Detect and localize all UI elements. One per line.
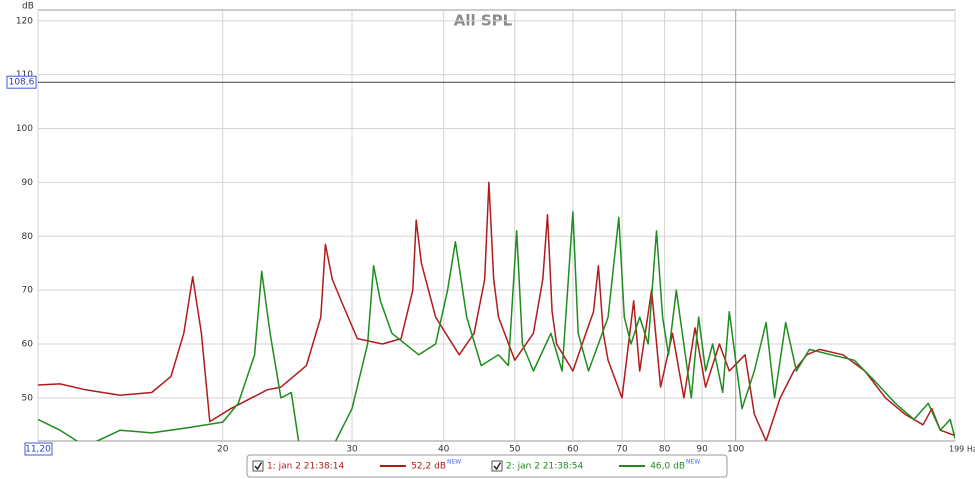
cursor-label: 108,6 [9, 78, 35, 88]
series-line [38, 211, 955, 441]
y-tick-label: 120 [16, 16, 33, 26]
plot-lines [38, 181, 955, 441]
y-axis-label: dB [22, 2, 34, 12]
x-tick-label: 11,20 [25, 445, 51, 455]
x-tick-label: 199 Hz [949, 445, 975, 454]
y-tick-label: 100 [16, 124, 33, 134]
legend-badge: NEW [686, 459, 700, 466]
x-start-box [24, 442, 53, 456]
legend [246, 454, 728, 478]
legend-badge: NEW [447, 459, 461, 466]
x-tick-label: 20 [217, 445, 229, 455]
series-line [38, 181, 955, 441]
x-tick-label: 70 [616, 445, 628, 455]
x-tick-label: 50 [509, 445, 521, 455]
legend-checkbox[interactable] [252, 460, 264, 472]
legend-name: 1: jan 2 21:38:14 [267, 462, 344, 472]
x-tick-label: 30 [346, 445, 358, 455]
y-tick-label: 90 [22, 178, 34, 188]
legend-check [493, 462, 502, 471]
legend-level: 52,2 dB [411, 462, 446, 472]
legend-name: 2: jan 2 21:38:54 [506, 462, 583, 472]
legend-level: 46,0 dB [650, 462, 685, 472]
y-tick-label: 50 [22, 393, 34, 403]
legend-checkbox[interactable] [491, 460, 503, 472]
y-tick-label: 110 [16, 70, 33, 80]
y-tick-label: 70 [22, 286, 34, 296]
y-tick-label: 80 [22, 232, 34, 242]
x-tick-label: 90 [696, 445, 708, 455]
x-tick-label: 40 [438, 445, 450, 455]
cursor-box [6, 75, 37, 89]
legend-check [254, 462, 263, 471]
x-tick-label: 60 [567, 445, 579, 455]
y-tick-label: 60 [22, 340, 34, 350]
x-tick-label: 80 [659, 445, 671, 455]
x-tick-label: 100 [727, 445, 744, 455]
